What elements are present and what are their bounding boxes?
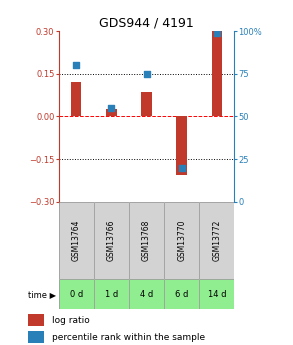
Text: 4 d: 4 d xyxy=(140,289,153,299)
Text: GSM13764: GSM13764 xyxy=(72,220,81,262)
Bar xyxy=(71,82,81,117)
Bar xyxy=(176,117,187,175)
FancyBboxPatch shape xyxy=(129,279,164,309)
Bar xyxy=(212,31,222,117)
Text: 14 d: 14 d xyxy=(207,289,226,299)
Point xyxy=(109,105,114,111)
FancyBboxPatch shape xyxy=(129,202,164,279)
Text: 0 d: 0 d xyxy=(69,289,83,299)
Bar xyxy=(28,314,44,326)
FancyBboxPatch shape xyxy=(199,202,234,279)
FancyBboxPatch shape xyxy=(199,279,234,309)
Text: GSM13770: GSM13770 xyxy=(177,220,186,262)
Text: GSM13766: GSM13766 xyxy=(107,220,116,262)
Title: GDS944 / 4191: GDS944 / 4191 xyxy=(99,17,194,30)
Bar xyxy=(106,109,117,117)
Bar xyxy=(141,92,152,117)
Bar xyxy=(28,331,44,343)
FancyBboxPatch shape xyxy=(94,279,129,309)
Text: 6 d: 6 d xyxy=(175,289,188,299)
Text: time ▶: time ▶ xyxy=(28,289,56,299)
FancyBboxPatch shape xyxy=(94,202,129,279)
FancyBboxPatch shape xyxy=(164,279,199,309)
Text: GSM13772: GSM13772 xyxy=(212,220,221,261)
Point xyxy=(144,71,149,77)
FancyBboxPatch shape xyxy=(164,202,199,279)
Point xyxy=(214,30,219,36)
FancyBboxPatch shape xyxy=(59,279,94,309)
FancyBboxPatch shape xyxy=(59,202,94,279)
Text: log ratio: log ratio xyxy=(52,316,89,325)
Text: percentile rank within the sample: percentile rank within the sample xyxy=(52,333,205,342)
Text: GSM13768: GSM13768 xyxy=(142,220,151,261)
Text: 1 d: 1 d xyxy=(105,289,118,299)
Point xyxy=(179,165,184,170)
Point xyxy=(74,62,79,68)
